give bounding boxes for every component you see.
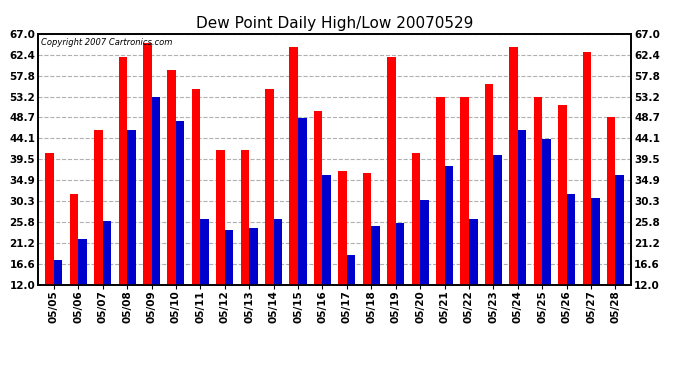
Bar xyxy=(591,198,600,340)
Bar xyxy=(460,97,469,340)
Bar xyxy=(176,120,184,340)
Bar xyxy=(607,117,615,340)
Bar xyxy=(533,97,542,340)
Bar xyxy=(249,228,258,340)
Bar xyxy=(322,176,331,340)
Bar xyxy=(54,260,62,340)
Title: Dew Point Daily High/Low 20070529: Dew Point Daily High/Low 20070529 xyxy=(196,16,473,31)
Bar xyxy=(265,88,274,340)
Bar xyxy=(290,48,298,340)
Bar xyxy=(371,226,380,340)
Bar xyxy=(314,111,322,340)
Bar xyxy=(216,150,225,340)
Bar xyxy=(274,219,282,340)
Bar xyxy=(94,130,103,340)
Bar xyxy=(200,219,209,340)
Bar xyxy=(387,57,395,340)
Bar xyxy=(582,52,591,340)
Bar xyxy=(395,224,404,340)
Bar xyxy=(127,130,136,340)
Bar xyxy=(542,139,551,340)
Bar xyxy=(192,88,200,340)
Bar xyxy=(168,70,176,340)
Bar xyxy=(558,105,566,340)
Bar xyxy=(493,155,502,340)
Bar xyxy=(518,130,526,340)
Bar xyxy=(152,97,160,340)
Bar xyxy=(119,57,127,340)
Bar xyxy=(420,201,428,340)
Bar xyxy=(444,166,453,340)
Bar xyxy=(78,239,87,340)
Bar xyxy=(46,153,54,340)
Bar xyxy=(509,48,518,340)
Bar xyxy=(225,230,233,340)
Bar xyxy=(70,194,78,340)
Text: Copyright 2007 Cartronics.com: Copyright 2007 Cartronics.com xyxy=(41,38,172,46)
Bar xyxy=(103,221,111,340)
Bar xyxy=(615,176,624,340)
Bar xyxy=(143,43,152,340)
Bar xyxy=(241,150,249,340)
Bar xyxy=(469,219,477,340)
Bar xyxy=(298,118,306,340)
Bar xyxy=(347,255,355,340)
Bar xyxy=(485,84,493,340)
Bar xyxy=(338,171,347,340)
Bar xyxy=(411,153,420,340)
Bar xyxy=(436,97,444,340)
Bar xyxy=(363,173,371,340)
Bar xyxy=(566,194,575,340)
